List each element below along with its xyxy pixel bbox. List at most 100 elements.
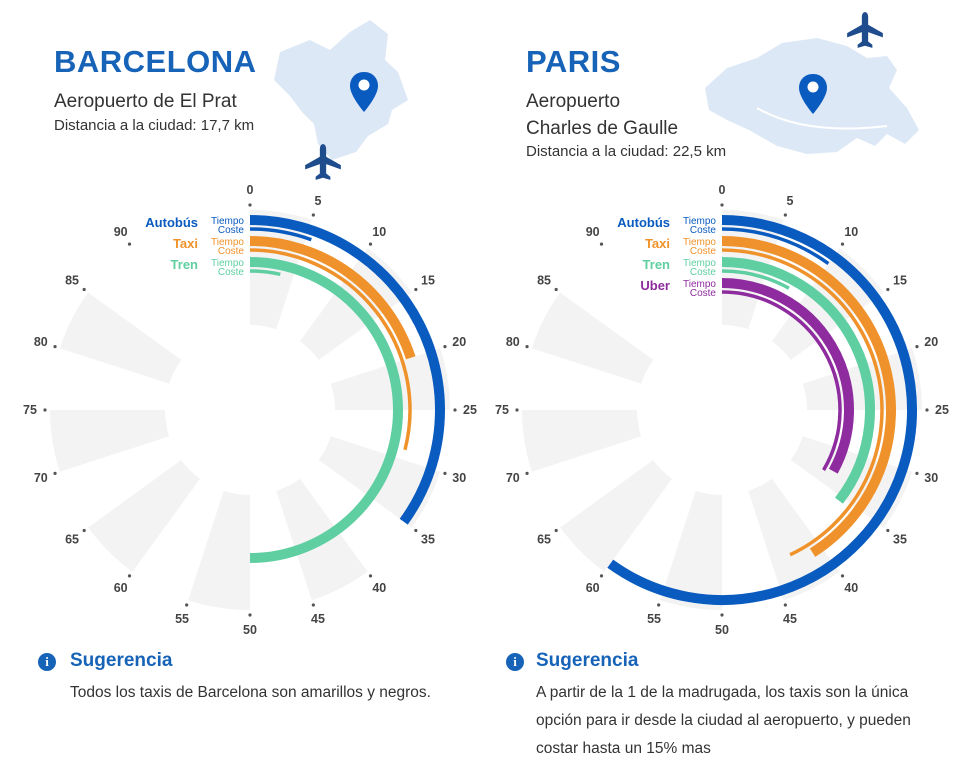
tick-dot xyxy=(43,408,47,412)
tip-title: Sugerencia xyxy=(536,650,639,671)
train-coste-arc xyxy=(721,269,790,290)
tick-dot xyxy=(127,574,132,578)
taxi-coste-arc xyxy=(249,248,412,451)
tick-label: 80 xyxy=(34,335,48,349)
tick-dot xyxy=(599,242,604,246)
train-tiempo-arc xyxy=(249,257,403,563)
tick-dot xyxy=(53,345,57,349)
barcelona-map xyxy=(274,20,408,160)
tick-dot xyxy=(783,603,787,607)
tick-label: 70 xyxy=(506,471,520,485)
uber-tiempo-arc xyxy=(721,278,854,474)
airport-name: Aeropuerto de El Prat xyxy=(54,91,237,112)
tick-dot xyxy=(414,287,418,292)
tick-label: 20 xyxy=(924,335,938,349)
background-sector xyxy=(660,490,722,610)
airplane-icon xyxy=(305,144,341,180)
tick-label: 50 xyxy=(243,623,257,637)
barcelona-radial-chart: 0 5 10 15 20 25 30 35 40 45 50 55 60 65 70 75 80 85 90 Tiem… xyxy=(23,183,477,637)
series-label: Tiempo xyxy=(683,216,716,227)
group-label: Autobús xyxy=(145,215,198,230)
series-label: Coste xyxy=(690,267,717,278)
group-label: Taxi xyxy=(173,236,198,251)
airport-name: Aeropuerto Charles de Gaulle xyxy=(526,91,679,139)
tick-dot xyxy=(311,213,315,217)
background-sector xyxy=(531,292,654,384)
taxi-tiempo-arc xyxy=(721,236,896,557)
tick-dot xyxy=(554,287,558,292)
tick-label: 10 xyxy=(372,225,386,239)
tick-dot xyxy=(925,408,929,412)
barcelona-panel: BARCELONA Aeropuerto de El Prat Distanci… xyxy=(0,0,480,782)
train-coste-arc xyxy=(249,269,281,277)
tick-label: 15 xyxy=(893,274,907,288)
background-sector xyxy=(188,490,250,610)
tick-label: 60 xyxy=(586,581,600,595)
tick-label: 40 xyxy=(844,581,858,595)
tick-dot xyxy=(414,528,418,533)
airplane-icon xyxy=(847,12,883,48)
tick-dot xyxy=(525,345,529,349)
background-sector xyxy=(59,292,182,384)
tick-dot xyxy=(886,528,890,533)
tick-dot xyxy=(82,287,86,292)
tick-label: 65 xyxy=(537,532,551,546)
series-label: Coste xyxy=(218,246,245,257)
tick-label: 65 xyxy=(65,532,79,546)
group-label: Uber xyxy=(640,278,670,293)
tick-dot xyxy=(840,242,845,246)
series-label: Coste xyxy=(690,225,717,236)
series-label: Tiempo xyxy=(211,216,244,227)
background-sector xyxy=(560,459,673,572)
tick-dot xyxy=(127,242,132,246)
tick-dot xyxy=(185,603,189,607)
group-label: Taxi xyxy=(645,236,670,251)
tick-dot xyxy=(443,471,447,475)
tick-label: 40 xyxy=(372,581,386,595)
tick-dot xyxy=(443,345,447,349)
tick-label: 15 xyxy=(421,274,435,288)
tick-label: 70 xyxy=(34,471,48,485)
bus-tiempo-arc xyxy=(249,215,445,525)
tick-label: 0 xyxy=(719,183,726,197)
tick-label: 45 xyxy=(311,612,325,626)
group-label: Tren xyxy=(171,257,199,272)
tick-dot xyxy=(311,603,315,607)
tick-label: 50 xyxy=(715,623,729,637)
group-label: Tren xyxy=(643,257,671,272)
series-label: Tiempo xyxy=(683,258,716,269)
tick-label: 80 xyxy=(506,335,520,349)
series-label: Tiempo xyxy=(211,258,244,269)
info-icon: i xyxy=(506,653,524,671)
info-icon: i xyxy=(38,653,56,671)
tick-dot xyxy=(248,203,252,207)
tick-label: 5 xyxy=(315,194,322,208)
tick-dot xyxy=(915,471,919,475)
tick-dot xyxy=(720,613,724,617)
tick-dot xyxy=(515,408,519,412)
tick-label: 35 xyxy=(421,532,435,546)
tick-dot xyxy=(840,574,845,578)
tick-label: 90 xyxy=(586,225,600,239)
tip-text: Todos los taxis de Barcelona son amarill… xyxy=(70,684,431,701)
tip-title: Sugerencia xyxy=(70,650,173,671)
tick-label: 85 xyxy=(537,274,551,288)
tick-dot xyxy=(783,213,787,217)
tick-dot xyxy=(657,603,661,607)
tip-text: A partir de la 1 de la madrugada, los ta… xyxy=(536,684,911,757)
tick-label: 25 xyxy=(935,403,949,417)
paris-panel: PARIS Aeropuerto Charles de Gaulle Dista… xyxy=(472,0,952,782)
tick-label: 75 xyxy=(495,403,509,417)
distance-label: Distancia a la ciudad: 22,5 km xyxy=(526,143,727,160)
tick-label: 55 xyxy=(175,612,189,626)
bus-coste-arc xyxy=(721,227,830,265)
series-label: Tiempo xyxy=(683,237,716,248)
series-label: Coste xyxy=(690,288,717,299)
tick-label: 5 xyxy=(787,194,794,208)
tick-label: 85 xyxy=(65,274,79,288)
center-circle xyxy=(166,326,334,494)
tick-dot xyxy=(453,408,457,412)
series-label: Coste xyxy=(690,246,717,257)
tick-label: 45 xyxy=(783,612,797,626)
tick-dot xyxy=(886,287,890,292)
